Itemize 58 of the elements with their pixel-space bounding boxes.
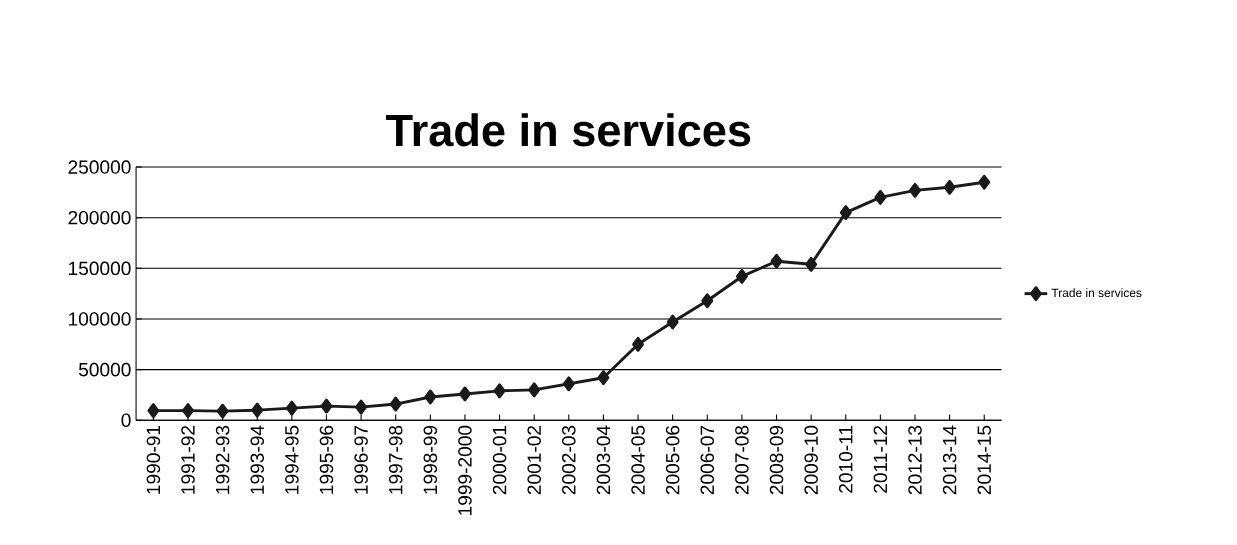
- x-tick-label: 2010-11: [838, 425, 853, 493]
- point: [285, 400, 298, 416]
- point: [424, 389, 437, 405]
- point: [701, 293, 714, 309]
- point: [632, 336, 644, 352]
- y-tick-label: 50000: [78, 362, 131, 377]
- x-tick-label: 2013-14: [942, 425, 957, 495]
- x-tick-label: 1997-98: [388, 425, 403, 494]
- y-tick-label: 0: [121, 413, 131, 428]
- y-tick-label: 250000: [68, 160, 131, 174]
- point: [562, 376, 575, 392]
- point: [943, 179, 956, 195]
- point: [839, 205, 852, 221]
- y-tick-label: 100000: [69, 312, 131, 326]
- x-tick-label: 1995-96: [319, 425, 334, 494]
- point: [597, 370, 610, 386]
- x-tick-label: 1996-97: [354, 425, 368, 494]
- point: [251, 402, 264, 418]
- point: [909, 182, 921, 198]
- x-tick-label: 2012-13: [908, 425, 922, 495]
- x-tick-label: 2003-04: [596, 425, 611, 495]
- point: [147, 403, 160, 419]
- point: [874, 190, 887, 205]
- x-tick-label: 1999-2000: [458, 425, 472, 515]
- y-tick-label: 200000: [68, 210, 131, 225]
- point: [978, 174, 991, 190]
- x-tick-label: 2002-03: [562, 425, 576, 495]
- x-tick-label: 1994-95: [285, 425, 299, 494]
- x-tick-label: 2005-06: [665, 425, 680, 495]
- point: [805, 256, 818, 272]
- y-tick-label: 150000: [69, 261, 131, 276]
- x-tick-label: 2014-15: [977, 425, 992, 495]
- x-tick-label: 2009-10: [804, 425, 818, 495]
- chart-title: Trade in services: [386, 113, 751, 147]
- point: [528, 382, 541, 398]
- point: [389, 396, 402, 412]
- point: [493, 383, 506, 399]
- x-tick-label: 1993-94: [250, 425, 265, 494]
- x-tick-label: 1992-93: [215, 425, 230, 494]
- x-tick-label: 2001-02: [527, 425, 541, 495]
- x-tick-label: 2011-12: [873, 425, 888, 493]
- point: [355, 399, 368, 415]
- x-tick-label: 2007-08: [735, 425, 749, 495]
- x-tick-label: 2008-09: [769, 425, 784, 495]
- point: [182, 403, 194, 419]
- legend-label: Trade in services: [1051, 288, 1142, 298]
- point: [770, 253, 783, 269]
- x-tick-label: 2004-05: [631, 425, 645, 495]
- x-tick-label: 1991-92: [181, 425, 195, 494]
- point: [735, 269, 748, 284]
- x-tick-label: 1998-99: [423, 425, 438, 494]
- point: [216, 403, 229, 419]
- x-tick-label: 1990-91: [146, 425, 161, 494]
- point: [459, 386, 471, 402]
- point: [666, 314, 679, 330]
- point: [320, 398, 333, 414]
- x-tick-label: 2000-01: [492, 425, 507, 495]
- x-tick-label: 2006-07: [700, 425, 715, 495]
